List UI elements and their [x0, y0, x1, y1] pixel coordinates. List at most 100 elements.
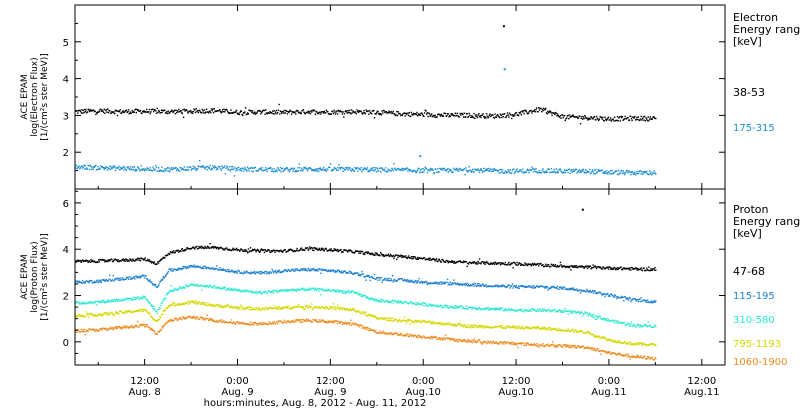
- data-point: [325, 308, 327, 310]
- data-point: [277, 270, 279, 272]
- data-point: [125, 259, 128, 261]
- data-point: [221, 286, 224, 288]
- data-point: [234, 111, 236, 113]
- data-point: [290, 268, 293, 271]
- data-point: [107, 312, 109, 314]
- data-point: [450, 284, 452, 286]
- data-point: [345, 249, 348, 252]
- data-point: [554, 111, 557, 114]
- data-point: [370, 167, 372, 170]
- data-point: [480, 168, 482, 170]
- data-point: [473, 285, 475, 287]
- data-point: [616, 340, 619, 342]
- data-point: [313, 109, 316, 112]
- data-point: [602, 116, 604, 119]
- data-point: [199, 301, 201, 303]
- data-point: [414, 303, 417, 305]
- data-point: [160, 316, 162, 319]
- data-point: [485, 261, 488, 263]
- data-point: [479, 284, 481, 286]
- data-point: [280, 308, 282, 310]
- data-point: [483, 326, 486, 328]
- data-point: [409, 323, 411, 325]
- data-point: [618, 117, 620, 119]
- data-point: [523, 285, 525, 288]
- data-point: [631, 119, 633, 122]
- data-point: [385, 317, 387, 319]
- data-point: [119, 166, 121, 169]
- data-point: [216, 246, 218, 248]
- data-point: [476, 307, 478, 309]
- data-point: [309, 305, 311, 307]
- data-point: [647, 269, 649, 272]
- data-point: [334, 111, 336, 113]
- data-point: [81, 109, 83, 111]
- data-point: [198, 245, 200, 248]
- data-point: [471, 308, 473, 310]
- data-point: [384, 318, 387, 320]
- data-point: [244, 291, 247, 293]
- data-point: [460, 305, 463, 307]
- data-point: [182, 267, 185, 269]
- data-point: [146, 169, 148, 171]
- data-point: [127, 109, 130, 111]
- data-point: [425, 280, 427, 283]
- data-point: [473, 171, 475, 173]
- data-point: [109, 260, 111, 262]
- data-point: [221, 111, 223, 113]
- data-point: [386, 170, 388, 172]
- data-point: [594, 173, 596, 175]
- data-point: [440, 305, 442, 307]
- data-point: [91, 313, 93, 315]
- data-point: [356, 109, 358, 111]
- data-point: [272, 170, 275, 173]
- data-point: [473, 261, 475, 263]
- data-point: [315, 288, 317, 291]
- data-point: [485, 113, 488, 115]
- data-point: [380, 113, 382, 115]
- data-point: [307, 288, 309, 290]
- data-point: [421, 168, 423, 170]
- data-point: [362, 253, 364, 255]
- data-point: [607, 117, 609, 119]
- data-point: [462, 326, 465, 328]
- data-point: [453, 167, 455, 169]
- data-point: [548, 309, 550, 311]
- data-point: [396, 114, 399, 117]
- data-point: [460, 325, 462, 327]
- data-point: [265, 270, 267, 273]
- data-point: [448, 168, 450, 170]
- data-point: [75, 315, 78, 317]
- data-point: [200, 303, 202, 305]
- data-point: [297, 288, 300, 290]
- data-point: [416, 320, 419, 323]
- data-point: [196, 266, 198, 268]
- data-point: [605, 337, 607, 339]
- data-point: [454, 112, 456, 114]
- data-point: [366, 315, 369, 317]
- data-point: [362, 112, 364, 114]
- data-point: [341, 111, 343, 113]
- data-point: [573, 170, 575, 172]
- data-point: [123, 278, 126, 281]
- data-point: [143, 170, 146, 172]
- data-point: [274, 307, 277, 310]
- data-point: [203, 302, 205, 304]
- data-point: [529, 285, 531, 287]
- data-point: [349, 270, 351, 273]
- data-point: [228, 305, 230, 307]
- data-point: [251, 307, 254, 309]
- data-point: [238, 249, 240, 251]
- data-point: [208, 284, 211, 286]
- data-point: [132, 258, 134, 260]
- data-point: [196, 303, 198, 305]
- data-point: [625, 118, 628, 120]
- data-point: [227, 111, 229, 114]
- data-point: [214, 165, 216, 167]
- data-point: [204, 112, 206, 114]
- data-point: [325, 109, 328, 111]
- data-point: [104, 312, 106, 314]
- data-point: [355, 292, 357, 295]
- data-point: [288, 111, 290, 113]
- data-point: [286, 167, 289, 169]
